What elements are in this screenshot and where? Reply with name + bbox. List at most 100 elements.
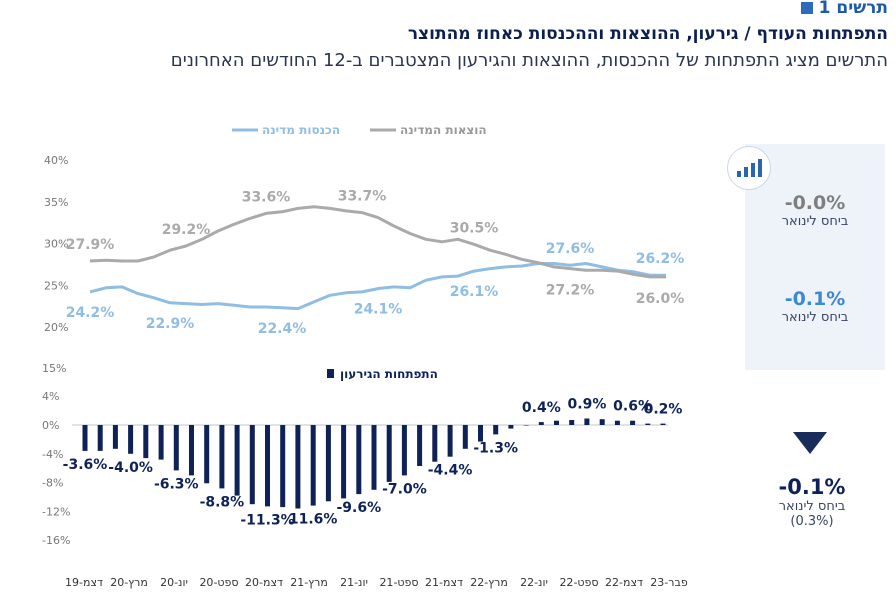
deficit-bar: [204, 425, 210, 484]
revenue-data-label: 24.1%: [354, 302, 403, 318]
deficit-bar: [234, 425, 240, 496]
bar-chart-up-icon: [727, 146, 771, 190]
figure-label-text: תרשים 1: [818, 0, 888, 18]
deficit-bar: [569, 420, 575, 425]
revenue-data-label: 26.2%: [636, 251, 685, 267]
figure-label-square-icon: [800, 2, 813, 14]
deficit-bar: [356, 425, 362, 495]
expenditure-data-label: 30.5%: [450, 220, 499, 236]
deficit-bar: [599, 419, 605, 425]
x-axis-label: דצמ-19: [65, 576, 103, 589]
deficit-bar: [614, 420, 620, 425]
deficit-bar: [128, 425, 134, 454]
deficit-bar: [660, 423, 666, 425]
deficit-data-label: -7.0%: [382, 481, 427, 497]
legend-revenue-label: הכנסות מדינה: [262, 123, 340, 137]
deficit-bar: [523, 425, 529, 426]
bar-ytick-label: 4%: [42, 390, 59, 403]
deficit-bar: [417, 425, 423, 466]
deficit-data-label: 0.2%: [644, 402, 683, 418]
deficit-data-label: 0.6%: [613, 399, 652, 415]
x-axis-label: דצמ-21: [425, 576, 463, 589]
chart-title: התפתחות העודף / גירעון, ההוצאות וההכנסות…: [407, 24, 888, 44]
revenue-data-label: 22.4%: [258, 321, 307, 337]
deficit-bar: [584, 418, 590, 425]
deficit-bar: [189, 425, 194, 476]
deficit-data-label: -9.6%: [336, 500, 381, 516]
deficit-data-label: 11.6%: [289, 512, 338, 528]
deficit-bar: [249, 425, 255, 505]
deficit-bar: [462, 425, 468, 449]
expenditure-data-label: 27.2%: [546, 283, 595, 299]
deficit-bar: [630, 420, 636, 425]
expenditure-data-label: 33.6%: [242, 189, 291, 205]
deficit-data-label: 0.4%: [522, 400, 561, 416]
x-axis-label: ספט-21: [379, 576, 418, 589]
deficit-bar: [82, 425, 88, 451]
deficit-bar: [432, 425, 438, 462]
deficit-bar: [219, 425, 225, 489]
triangle-down-icon: [793, 432, 827, 454]
x-axis-label: יונ-21: [340, 576, 368, 589]
deficit-bar: [265, 425, 270, 507]
revenue-change-stat: -0.1% ביחס לינואר: [745, 288, 885, 325]
deficit-change-value: -0.1%: [778, 475, 846, 499]
x-axis-label: מרץ-21: [290, 576, 328, 589]
x-axis-label: יונ-20: [160, 576, 188, 589]
deficit-bar: [280, 425, 286, 508]
deficit-change-stat: -0.1% ביחס לינואר (0.3%): [742, 475, 882, 529]
x-axis-label: ספט-22: [559, 576, 598, 589]
x-axis-label: יונ-22: [520, 576, 548, 589]
deficit-data-label: -11.3%: [240, 512, 294, 528]
deficit-data-label: -6.3%: [154, 476, 199, 492]
deficit-bar: [97, 425, 103, 451]
expenditure-data-label: 26.0%: [636, 291, 685, 307]
deficit-bar: [310, 425, 316, 506]
bar-ytick-label: -8%: [42, 477, 63, 490]
bar-ytick-label: 0%: [42, 419, 59, 432]
deficit-bar: [401, 425, 407, 476]
expenditure-change-value: -0.0%: [784, 192, 846, 214]
revenue-data-label: 27.6%: [546, 241, 595, 257]
x-axis-label: מרץ-22: [470, 576, 508, 589]
revenue-data-label: 26.1%: [450, 284, 499, 300]
legend-deficit-swatch: [327, 369, 334, 378]
deficit-data-label: -4.0%: [108, 460, 153, 476]
line-ytick-label: 35%: [44, 196, 68, 209]
deficit-bar: [371, 425, 377, 490]
bar-ytick-label: 15%: [42, 362, 66, 375]
deficit-bar: [158, 425, 164, 460]
revenue-series-line: [89, 262, 666, 311]
side-panel: [745, 144, 885, 370]
figure-label: תרשים 1: [800, 0, 888, 18]
deficit-data-label: 0.9%: [568, 397, 607, 413]
legend-deficit-label: התפתחות הגירעון: [340, 367, 438, 381]
x-axis-label: ספט-20: [199, 576, 238, 589]
deficit-data-label: -4.4%: [428, 463, 473, 479]
chart-subtitle: התרשים מציג התפתחות של ההכנסות, ההוצאות …: [170, 50, 888, 71]
expenditure-series-line: [89, 205, 666, 279]
deficit-data-label: -8.8%: [200, 494, 245, 510]
deficit-bar: [447, 425, 453, 457]
deficit-bar: [143, 425, 149, 459]
bar-ytick-label: -12%: [42, 505, 70, 518]
expenditure-change-stat: -0.0% ביחס לינואר: [745, 192, 885, 229]
expenditure-data-label: 29.2%: [162, 222, 211, 238]
revenue-data-label: 22.9%: [146, 316, 195, 332]
x-axis-label: מרץ-20: [110, 576, 148, 589]
expenditure-change-label: ביחס לינואר: [781, 214, 849, 229]
x-axis-label: דצמ-20: [245, 576, 283, 589]
deficit-bar: [173, 425, 179, 471]
deficit-bar: [538, 422, 544, 425]
deficit-bar: [554, 420, 559, 425]
expenditure-data-label: 27.9%: [66, 237, 115, 253]
deficit-data-label: -3.6%: [63, 457, 108, 473]
line-ytick-label: 25%: [44, 279, 68, 292]
deficit-bar: [295, 425, 301, 509]
bar-ytick-label: -16%: [42, 534, 70, 547]
expenditure-data-label: 33.7%: [338, 189, 387, 205]
deficit-data-label: -1.3%: [473, 440, 518, 456]
deficit-bar: [341, 425, 347, 499]
legend-expenditure-label: הוצאות המדינה: [400, 123, 487, 137]
